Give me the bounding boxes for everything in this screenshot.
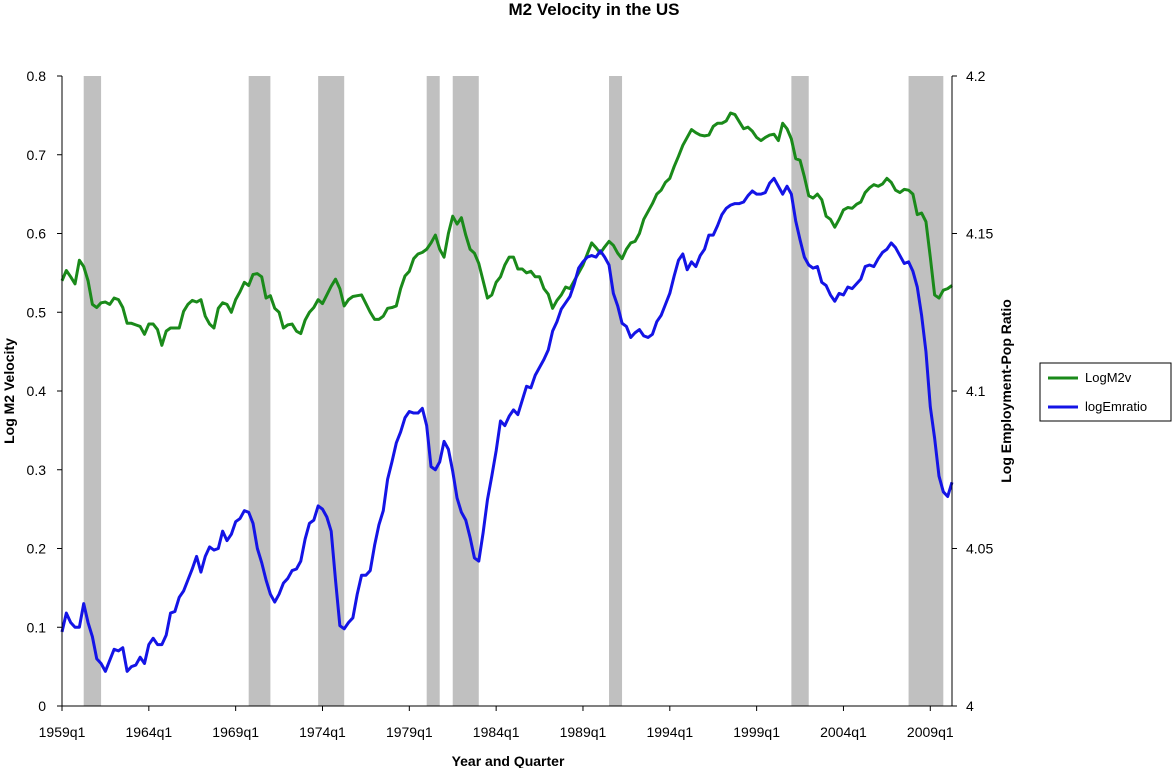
x-tick-label-3: 1974q1 — [299, 724, 346, 740]
left-y-axis-title: Log M2 Velocity — [1, 338, 17, 444]
x-tick-label-6: 1989q1 — [560, 724, 607, 740]
legend-box — [1039, 362, 1172, 422]
left-tick-label-8: 0.8 — [27, 68, 47, 84]
right-tick-label-0: 4 — [966, 698, 974, 714]
legend-label-logm2v: LogM2v — [1085, 370, 1132, 385]
left-tick-label-7: 0.7 — [27, 147, 47, 163]
recession-band-6 — [791, 76, 809, 706]
axes — [61, 76, 953, 707]
recession-band-0 — [83, 76, 102, 706]
x-tick-label-5: 1984q1 — [473, 724, 520, 740]
recession-band-1 — [248, 76, 271, 706]
recession-band-2 — [318, 76, 345, 706]
left-tick-label-4: 0.4 — [27, 383, 47, 399]
right-tick-label-1: 4.05 — [966, 541, 993, 557]
recession-band-3 — [426, 76, 440, 706]
chart-title: M2 Velocity in the US — [509, 0, 680, 19]
x-tick-label-10: 2009q1 — [907, 724, 954, 740]
left-tick-label-2: 0.2 — [27, 541, 47, 557]
right-tick-label-3: 4.15 — [966, 226, 993, 242]
recession-bands — [83, 76, 944, 706]
left-tick-label-3: 0.3 — [27, 462, 47, 478]
right-y-axis-title: Log Employment-Pop Ratio — [998, 299, 1014, 483]
right-tick-label-4: 4.2 — [966, 68, 986, 84]
legend: LogM2v logEmratio — [1039, 362, 1172, 422]
series-lines — [60, 111, 954, 673]
x-tick-label-7: 1994q1 — [646, 724, 693, 740]
left-tick-label-0: 0 — [38, 698, 46, 714]
left-tick-label-6: 0.6 — [27, 226, 47, 242]
x-ticks: 1959q1 1964q1 1969q1 1974q1 1979q1 1984q1 1989… — [39, 706, 954, 740]
left-tick-label-1: 0.1 — [27, 619, 47, 635]
x-tick-label-2: 1969q1 — [212, 724, 259, 740]
recession-band-5 — [609, 76, 623, 706]
x-tick-label-4: 1979q1 — [386, 724, 433, 740]
recession-band-4 — [452, 76, 479, 706]
legend-label-logemratio: logEmratio — [1085, 399, 1147, 414]
left-y-ticks: 0 0.1 0.2 0.3 0.4 0.5 0.6 0.7 0.8 — [27, 68, 62, 714]
series-line-logm2v — [60, 111, 953, 347]
x-tick-label-1: 1964q1 — [125, 724, 172, 740]
x-tick-label-0: 1959q1 — [39, 724, 86, 740]
x-axis-title: Year and Quarter — [452, 753, 565, 768]
series-line-logemratio — [60, 176, 954, 673]
x-tick-label-8: 1999q1 — [733, 724, 780, 740]
left-tick-label-5: 0.5 — [27, 304, 47, 320]
right-tick-label-2: 4.1 — [966, 383, 986, 399]
x-tick-label-9: 2004q1 — [820, 724, 867, 740]
right-y-ticks: 4 4.05 4.1 4.15 4.2 — [952, 68, 993, 714]
recession-band-7 — [908, 76, 944, 706]
